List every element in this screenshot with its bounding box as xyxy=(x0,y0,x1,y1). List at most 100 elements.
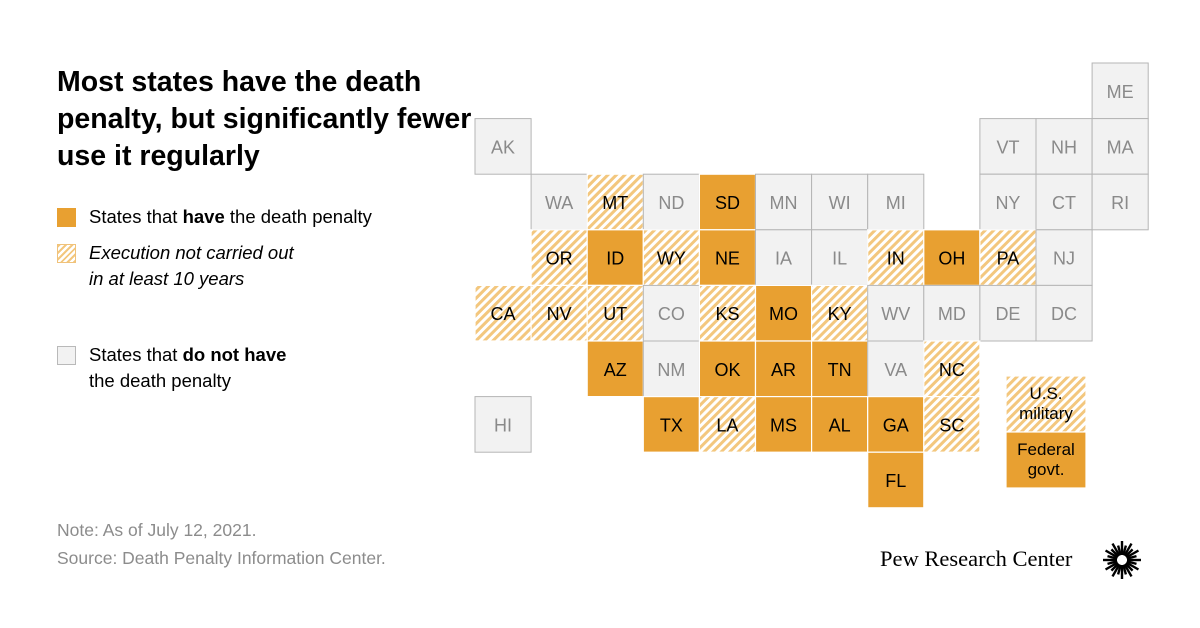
state-tile-ca: CA xyxy=(474,284,532,342)
state-tile-la: LA xyxy=(698,396,757,453)
state-tile-rect xyxy=(754,396,813,453)
state-label: MT xyxy=(602,193,628,213)
state-tile-rect xyxy=(979,229,1037,287)
state-tile-mi: MI xyxy=(867,173,925,231)
state-tile-rect xyxy=(642,284,700,342)
state-tile-rect xyxy=(979,118,1037,175)
state-tile-nm: NM xyxy=(642,340,700,398)
state-tile-ok: OK xyxy=(698,340,757,398)
state-tile-dc: DC xyxy=(1035,284,1093,342)
state-tile-rect xyxy=(698,284,757,342)
state-tile-ky: KY xyxy=(810,284,869,342)
state-label: MI xyxy=(886,193,906,213)
state-label: IL xyxy=(832,249,847,269)
legend-swatch-have xyxy=(57,208,76,227)
state-tile-rect xyxy=(867,173,925,231)
state-tile-hi: HI xyxy=(474,396,532,453)
state-tile-ne: NE xyxy=(698,229,757,287)
state-label: SC xyxy=(939,415,964,435)
footnote: Note: As of July 12, 2021. Source: Death… xyxy=(57,516,386,572)
state-tile-de: DE xyxy=(979,284,1037,342)
state-tile-mo: MO xyxy=(754,284,813,342)
state-tile-rect xyxy=(698,340,757,398)
state-tile-rect xyxy=(979,284,1037,342)
state-label: UT xyxy=(603,304,627,324)
state-tile-id: ID xyxy=(586,229,644,287)
state-tile-tx: TX xyxy=(642,396,700,453)
chart-title: Most states have the death penalty, but … xyxy=(57,66,472,172)
state-label: IN xyxy=(887,249,905,269)
state-tile-or: OR xyxy=(530,229,588,287)
state-label: NJ xyxy=(1053,249,1075,269)
state-tile-rect xyxy=(923,284,981,342)
state-label: NE xyxy=(715,249,740,269)
state-tile-nd: ND xyxy=(642,173,700,231)
state-tile-rect xyxy=(1091,173,1149,231)
state-tile-rect xyxy=(642,229,700,287)
extra-tile-rect xyxy=(1005,375,1087,433)
state-tile-rect xyxy=(1035,229,1093,286)
state-label: NH xyxy=(1051,137,1077,157)
state-tile-il: IL xyxy=(811,229,869,286)
state-tile-ga: GA xyxy=(867,396,925,453)
state-tile-va: VA xyxy=(867,340,925,398)
state-label: ID xyxy=(606,249,624,269)
state-tile-ut: UT xyxy=(586,284,644,342)
legend-label-have: States that have the death penalty xyxy=(89,206,372,227)
state-label: NM xyxy=(657,360,685,380)
state-tile-nh: NH xyxy=(1035,118,1093,175)
state-label: WI xyxy=(829,193,851,213)
state-tile-wi: WI xyxy=(811,173,869,231)
state-tile-wy: WY xyxy=(642,229,700,287)
state-tile-rect xyxy=(474,284,532,342)
state-label: CT xyxy=(1052,193,1076,213)
state-tile-ms: MS xyxy=(754,396,813,453)
state-tile-ak: AK xyxy=(474,118,532,175)
extra-tile-us: U.S.military xyxy=(1005,375,1087,433)
state-label: NY xyxy=(995,193,1020,213)
state-label: ME xyxy=(1107,82,1134,102)
state-label: SD xyxy=(715,193,740,213)
legend-swatch-none xyxy=(57,346,76,365)
state-label: KY xyxy=(828,304,852,324)
state-tile-al: AL xyxy=(810,396,869,453)
state-tile-rect xyxy=(474,396,532,453)
state-label: AL xyxy=(829,415,851,435)
state-tile-rect xyxy=(923,340,981,398)
state-label: IA xyxy=(775,249,792,269)
legend-swatch-hatch xyxy=(57,244,76,263)
state-label: WA xyxy=(545,193,573,213)
state-label: WV xyxy=(881,304,910,324)
state-tile-rect xyxy=(642,173,700,231)
state-label: MN xyxy=(770,193,798,213)
state-tile-rect xyxy=(810,396,869,453)
state-label: CO xyxy=(658,304,685,324)
state-tile-wa: WA xyxy=(530,173,588,231)
state-tile-rect xyxy=(586,229,644,287)
state-tile-rect xyxy=(755,229,813,286)
state-label: TX xyxy=(660,415,683,435)
state-label: PA xyxy=(997,249,1020,269)
extra-label: U.S. xyxy=(1029,384,1062,403)
state-tile-sc: SC xyxy=(923,396,981,453)
pew-logo-icon xyxy=(1103,541,1141,579)
state-tile-rect xyxy=(698,396,757,453)
state-label: OR xyxy=(546,249,573,269)
state-tile-ks: KS xyxy=(698,284,757,342)
state-label: VT xyxy=(996,137,1019,157)
state-tile-mn: MN xyxy=(755,173,813,231)
state-tile-md: MD xyxy=(923,284,981,342)
note-text: Note: As of July 12, 2021. xyxy=(57,520,257,540)
state-label: OK xyxy=(714,360,740,380)
state-label: RI xyxy=(1111,193,1129,213)
state-label: VA xyxy=(884,360,907,380)
state-tile-rect xyxy=(586,340,644,398)
state-tile-in: IN xyxy=(867,229,925,287)
state-tile-nv: NV xyxy=(530,284,588,342)
state-label: FL xyxy=(885,471,906,491)
state-tile-rect xyxy=(754,340,813,398)
state-label: MS xyxy=(770,415,797,435)
state-tile-tn: TN xyxy=(810,340,869,398)
state-tile-sd: SD xyxy=(698,173,757,231)
